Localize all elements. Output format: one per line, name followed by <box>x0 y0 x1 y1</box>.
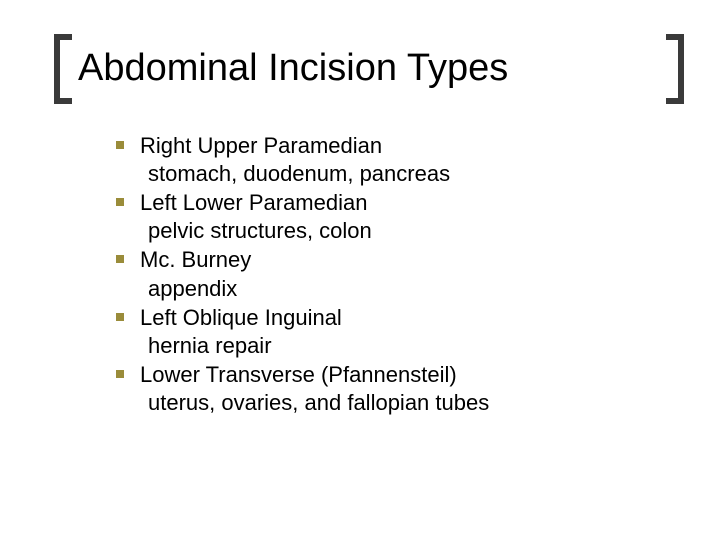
square-bullet-icon <box>116 370 124 378</box>
bullet-list: Right Upper Paramedian stomach, duodenum… <box>78 126 660 418</box>
bracket-left-icon <box>54 34 72 104</box>
list-item: Left Lower Paramedian pelvic structures,… <box>118 189 660 245</box>
slide: Abdominal Incision Types Right Upper Par… <box>0 0 720 540</box>
square-bullet-icon <box>116 255 124 263</box>
list-item: Lower Transverse (Pfannensteil) uterus, … <box>118 361 660 417</box>
square-bullet-icon <box>116 313 124 321</box>
item-sub: pelvic structures, colon <box>118 217 660 245</box>
square-bullet-icon <box>116 141 124 149</box>
list-item: Mc. Burney appendix <box>118 246 660 302</box>
item-sub: appendix <box>118 275 660 303</box>
title-container: Abdominal Incision Types <box>78 48 660 90</box>
item-sub: hernia repair <box>118 332 660 360</box>
item-label: Left Lower Paramedian <box>118 189 660 217</box>
item-sub: stomach, duodenum, pancreas <box>118 160 660 188</box>
slide-title: Abdominal Incision Types <box>78 48 660 90</box>
item-label: Mc. Burney <box>118 246 660 274</box>
bracket-right-icon <box>666 34 684 104</box>
item-sub: uterus, ovaries, and fallopian tubes <box>118 389 660 417</box>
square-bullet-icon <box>116 198 124 206</box>
list-item: Left Oblique Inguinal hernia repair <box>118 304 660 360</box>
item-label: Right Upper Paramedian <box>118 132 660 160</box>
item-label: Lower Transverse (Pfannensteil) <box>118 361 660 389</box>
item-label: Left Oblique Inguinal <box>118 304 660 332</box>
list-item: Right Upper Paramedian stomach, duodenum… <box>118 132 660 188</box>
